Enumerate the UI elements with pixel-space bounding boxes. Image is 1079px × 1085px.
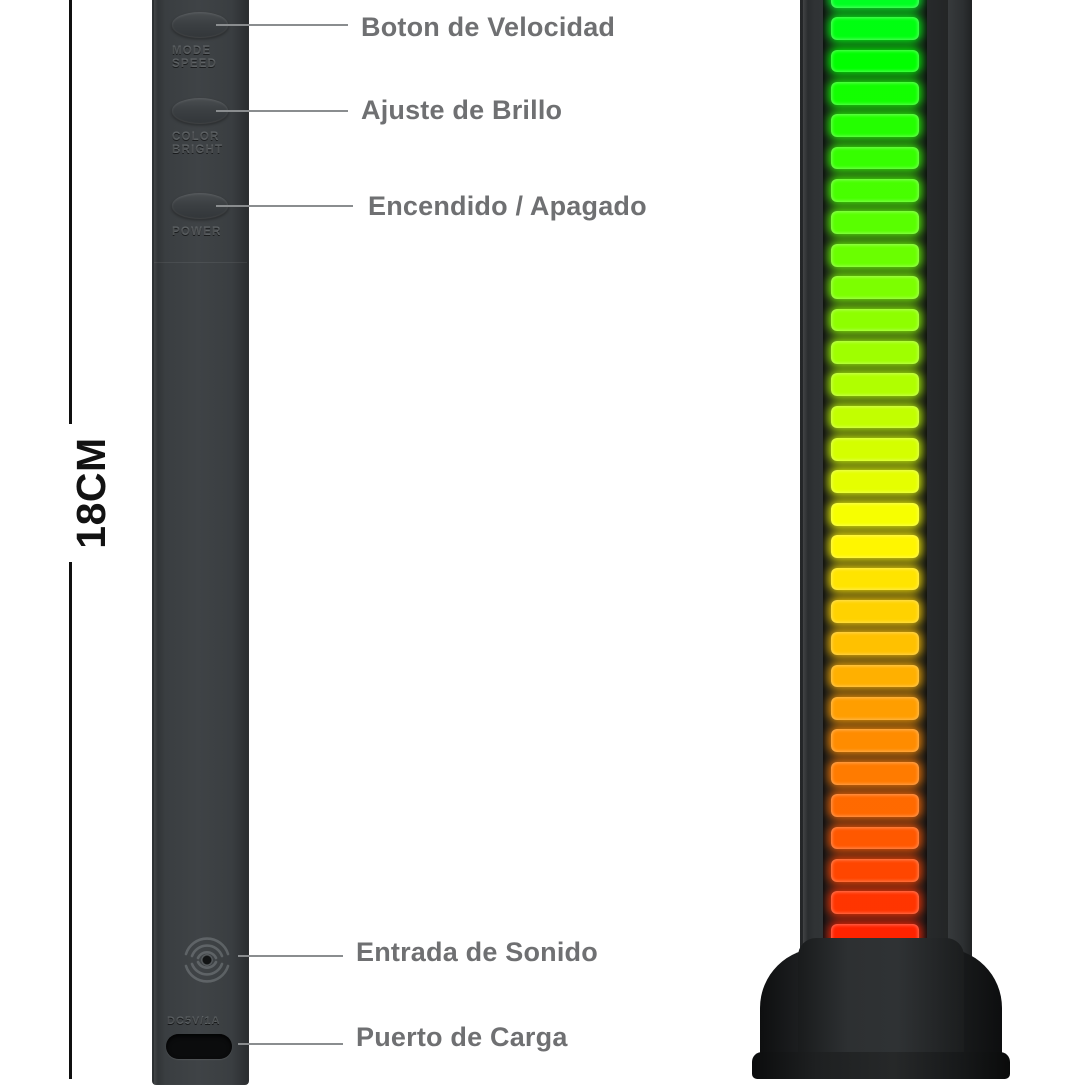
leader-line-sound <box>238 955 343 957</box>
color-bright-caption: COLOR BRIGHT <box>172 131 258 157</box>
led-segment <box>831 308 919 332</box>
leader-line-bright <box>216 110 348 112</box>
led-segment <box>831 17 919 40</box>
led-segment <box>831 858 919 882</box>
callout-label-power: Encendido / Apagado <box>368 191 647 221</box>
led-segment <box>831 664 919 688</box>
led-segment <box>831 794 919 817</box>
charge-port <box>166 1034 232 1059</box>
device-rgb-light-bar <box>800 0 972 1016</box>
led-segment <box>831 632 919 656</box>
color-bright-caption-line1: COLOR <box>172 131 220 143</box>
led-segment <box>831 81 919 105</box>
mode-speed-caption-line1: MODE <box>172 45 212 57</box>
led-segment <box>831 599 919 623</box>
led-segment <box>831 276 919 299</box>
led-segment <box>831 0 919 8</box>
mode-speed-caption-line2: SPEED <box>172 58 217 70</box>
led-segment <box>831 179 919 202</box>
led-segment <box>831 502 919 526</box>
led-segment <box>831 373 919 397</box>
device-rear-body <box>152 0 249 1085</box>
stand-neck <box>798 938 964 1058</box>
mode-speed-caption: MODE SPEED <box>172 45 258 71</box>
power-caption-line1: POWER <box>172 226 222 238</box>
led-segment <box>831 49 919 73</box>
callout-label-charge: Puerto de Carga <box>356 1022 568 1052</box>
stand-foot <box>752 1052 1010 1079</box>
led-segment <box>831 114 919 138</box>
device-edge-highlight <box>803 0 808 990</box>
sound-wave-icon <box>176 925 238 995</box>
led-segment <box>831 697 919 720</box>
led-segment <box>831 340 919 364</box>
measure-line-lower <box>69 562 72 1079</box>
led-segment <box>831 243 919 267</box>
body-seam <box>154 262 247 263</box>
callout-label-bright: Ajuste de Brillo <box>361 95 563 125</box>
led-segment <box>831 826 919 850</box>
color-bright-caption-line2: BRIGHT <box>172 144 224 156</box>
led-segment-panel <box>823 0 927 1016</box>
leader-line-speed <box>216 24 348 26</box>
leader-line-power <box>216 205 353 207</box>
dimension-label: 18CM <box>67 437 114 549</box>
charge-port-rating: DC5V/1A <box>167 1015 221 1027</box>
led-segment <box>831 535 919 558</box>
led-segment <box>831 405 919 429</box>
device-stand <box>752 938 1010 1079</box>
led-segment <box>831 891 919 915</box>
led-segment <box>831 438 919 461</box>
measure-line-upper <box>69 0 72 424</box>
led-segment <box>831 761 919 785</box>
leader-line-charge <box>238 1043 343 1045</box>
power-caption: POWER <box>172 226 258 239</box>
callout-label-sound: Entrada de Sonido <box>356 937 598 967</box>
led-segment <box>831 470 919 494</box>
callout-label-speed: Boton de Velocidad <box>361 12 616 42</box>
led-segment <box>831 211 919 235</box>
led-segment <box>831 729 919 753</box>
led-segment <box>831 567 919 591</box>
led-segment <box>831 146 919 170</box>
